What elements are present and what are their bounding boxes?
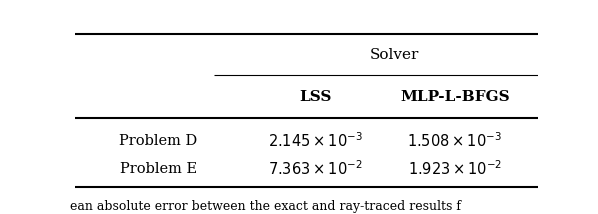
Text: $1.508 \times 10^{-3}$: $1.508 \times 10^{-3}$ bbox=[407, 132, 502, 150]
Text: Problem E: Problem E bbox=[120, 162, 197, 176]
Text: LSS: LSS bbox=[300, 89, 332, 104]
Text: $1.923 \times 10^{-2}$: $1.923 \times 10^{-2}$ bbox=[408, 160, 502, 178]
Text: Problem D: Problem D bbox=[119, 134, 197, 148]
Text: Solver: Solver bbox=[370, 48, 419, 61]
Text: $2.145 \times 10^{-3}$: $2.145 \times 10^{-3}$ bbox=[269, 132, 363, 150]
Text: $7.363 \times 10^{-2}$: $7.363 \times 10^{-2}$ bbox=[269, 160, 363, 178]
Text: MLP-L-BFGS: MLP-L-BFGS bbox=[400, 89, 509, 104]
Text: ean absolute error between the exact and ray-traced results f: ean absolute error between the exact and… bbox=[70, 201, 461, 213]
